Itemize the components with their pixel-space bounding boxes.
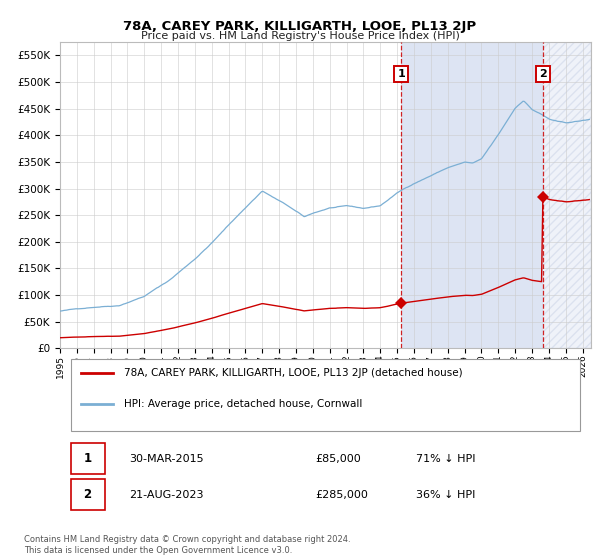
Text: 36% ↓ HPI: 36% ↓ HPI [416, 490, 475, 500]
Text: This data is licensed under the Open Government Licence v3.0.: This data is licensed under the Open Gov… [24, 547, 292, 556]
Bar [401, 42, 543, 348]
Text: Contains HM Land Registry data © Crown copyright and database right 2024.: Contains HM Land Registry data © Crown c… [24, 535, 350, 544]
Text: 30-MAR-2015: 30-MAR-2015 [129, 454, 203, 464]
Text: £285,000: £285,000 [315, 490, 368, 500]
Text: 71% ↓ HPI: 71% ↓ HPI [416, 454, 475, 464]
Text: 78A, CAREY PARK, KILLIGARTH, LOOE, PL13 2JP (detached house): 78A, CAREY PARK, KILLIGARTH, LOOE, PL13 … [124, 367, 463, 377]
Text: 1: 1 [83, 452, 92, 465]
Text: 2: 2 [539, 69, 547, 79]
Text: HPI: Average price, detached house, Cornwall: HPI: Average price, detached house, Corn… [124, 399, 362, 409]
Text: 78A, CAREY PARK, KILLIGARTH, LOOE, PL13 2JP: 78A, CAREY PARK, KILLIGARTH, LOOE, PL13 … [124, 20, 476, 32]
Bar [543, 42, 591, 348]
Text: 21-AUG-2023: 21-AUG-2023 [129, 490, 203, 500]
Text: 2: 2 [83, 488, 92, 501]
Text: Price paid vs. HM Land Registry's House Price Index (HPI): Price paid vs. HM Land Registry's House … [140, 31, 460, 41]
Text: 1: 1 [397, 69, 405, 79]
FancyBboxPatch shape [71, 443, 105, 474]
FancyBboxPatch shape [71, 479, 105, 511]
Text: £85,000: £85,000 [315, 454, 361, 464]
FancyBboxPatch shape [71, 359, 580, 431]
